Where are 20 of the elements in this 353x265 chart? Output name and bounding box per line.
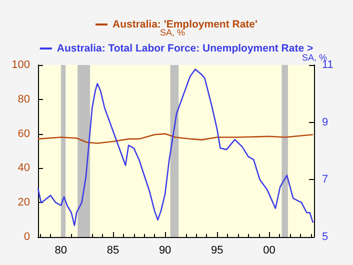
y2-tick-label: 11 (322, 59, 334, 71)
x-tick-label: 80 (54, 244, 68, 256)
x-tick-label: 90 (158, 244, 172, 256)
y-tick-label: 60 (18, 128, 30, 140)
y-axis-title: SA, % (160, 28, 186, 38)
y2-tick-label: 9 (322, 116, 328, 128)
y-tick-label: 20 (18, 196, 30, 209)
x-tick-label: 85 (106, 244, 120, 256)
y-tick-label: 40 (18, 162, 30, 174)
legend-label: Australia: 'Employment Rate' (112, 18, 258, 30)
line-series (37, 68, 314, 226)
x-tick-label: 00 (263, 244, 276, 256)
y-tick-label: 80 (18, 93, 30, 106)
y2-tick-label: 5 (322, 231, 328, 243)
legend-label: Australia: Total Labor Force: Unemployment Rate > (56, 42, 314, 54)
y-tick-label: 0 (24, 231, 30, 243)
y2-tick-label: 7 (322, 174, 328, 186)
y-tick-label: 100 (12, 59, 30, 71)
line-series (37, 133, 314, 144)
x-tick-label: 95 (211, 244, 224, 256)
